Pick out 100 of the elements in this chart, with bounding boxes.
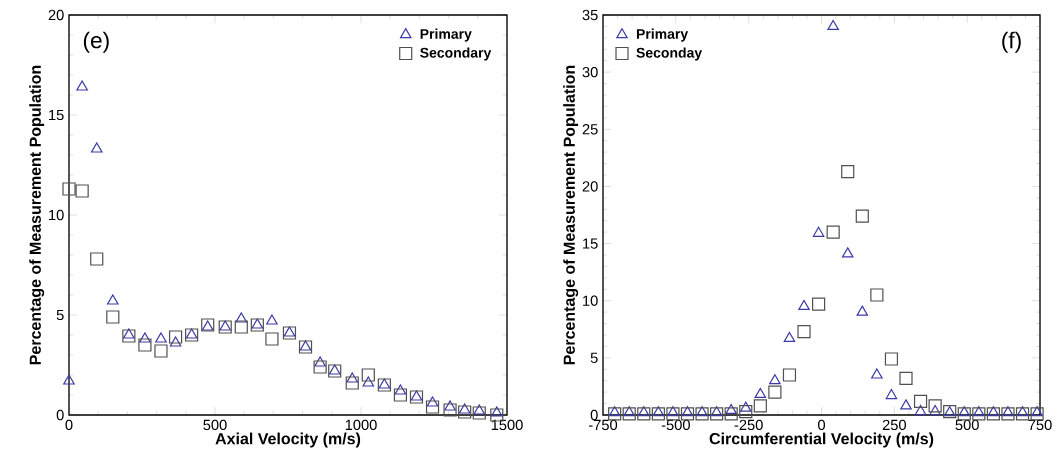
y-tick-label: 20 bbox=[582, 181, 598, 192]
x-tick-label: 500 bbox=[203, 419, 227, 431]
point bbox=[313, 360, 327, 374]
point bbox=[929, 404, 941, 416]
point bbox=[695, 407, 709, 421]
x-tick-label: 750 bbox=[1028, 419, 1052, 431]
point bbox=[841, 164, 855, 179]
point bbox=[972, 407, 986, 421]
point bbox=[314, 356, 326, 367]
legend-label: Secondary bbox=[420, 47, 492, 61]
point bbox=[739, 401, 752, 412]
legend-label: Seconday bbox=[636, 47, 703, 61]
point bbox=[986, 407, 1000, 421]
point bbox=[76, 80, 88, 91]
point bbox=[651, 407, 665, 421]
point bbox=[841, 247, 854, 258]
x-axis-title: Circumferential Velocity (m/s) bbox=[709, 432, 934, 448]
point bbox=[106, 310, 120, 324]
point bbox=[753, 399, 767, 413]
point bbox=[394, 384, 407, 395]
point bbox=[987, 406, 1000, 417]
x-tick-label: -250 bbox=[734, 419, 763, 431]
point bbox=[637, 407, 651, 421]
point bbox=[769, 374, 781, 385]
x-axis-title: Axial Velocity (m/s) bbox=[215, 432, 361, 448]
point bbox=[123, 328, 135, 339]
point bbox=[608, 406, 621, 417]
point bbox=[667, 406, 679, 417]
y-axis-title: Percentage of Measurement Population bbox=[563, 65, 579, 365]
point bbox=[871, 368, 883, 379]
point bbox=[472, 406, 486, 420]
point bbox=[696, 406, 708, 417]
point bbox=[797, 324, 811, 339]
point bbox=[652, 406, 665, 417]
point bbox=[458, 405, 472, 419]
point bbox=[928, 399, 942, 413]
point bbox=[622, 407, 636, 421]
x-tick-label: -500 bbox=[661, 419, 690, 431]
point bbox=[90, 252, 104, 266]
point bbox=[168, 330, 183, 344]
y-axis-title: Percentage of Measurement Population bbox=[29, 65, 45, 365]
point bbox=[75, 184, 89, 198]
point bbox=[443, 403, 457, 417]
point bbox=[739, 404, 753, 419]
point bbox=[346, 372, 359, 383]
x-tick-label: 0 bbox=[65, 419, 73, 431]
legend-label: Primary bbox=[420, 28, 472, 42]
point bbox=[798, 299, 810, 311]
point bbox=[725, 403, 737, 415]
point bbox=[1031, 406, 1043, 417]
point bbox=[362, 376, 375, 387]
point bbox=[812, 297, 826, 311]
y-tick-label: 10 bbox=[49, 209, 64, 221]
point bbox=[266, 314, 278, 325]
y-tick-label: 10 bbox=[583, 295, 598, 306]
point bbox=[107, 294, 119, 305]
point bbox=[1016, 406, 1029, 417]
point bbox=[856, 305, 869, 316]
point bbox=[782, 368, 797, 382]
point bbox=[234, 320, 248, 334]
point bbox=[914, 404, 927, 416]
point bbox=[458, 403, 471, 414]
point bbox=[899, 371, 913, 386]
point bbox=[138, 338, 152, 352]
point bbox=[425, 400, 440, 414]
point bbox=[680, 407, 695, 421]
y-tick-label: 30 bbox=[582, 66, 598, 78]
point bbox=[812, 226, 825, 237]
annotation: (f) bbox=[1002, 31, 1021, 53]
y-tick-label: 20 bbox=[48, 9, 64, 21]
point bbox=[724, 407, 738, 421]
y-tick-label: 0 bbox=[56, 409, 64, 421]
y-tick-label: 35 bbox=[582, 9, 598, 21]
point bbox=[623, 406, 636, 417]
point bbox=[768, 385, 782, 399]
y-tick-label: 5 bbox=[56, 309, 64, 321]
legend-label: Primary bbox=[636, 28, 689, 42]
point bbox=[169, 336, 182, 347]
point bbox=[154, 344, 168, 358]
point bbox=[1015, 407, 1030, 421]
point bbox=[826, 225, 840, 239]
point bbox=[958, 406, 971, 417]
point bbox=[426, 396, 439, 407]
point bbox=[884, 352, 899, 366]
point bbox=[155, 332, 167, 343]
x-tick-label: 1000 bbox=[345, 419, 377, 431]
point bbox=[444, 400, 456, 411]
point bbox=[90, 142, 103, 153]
point bbox=[235, 312, 248, 323]
x-tick-label: 0 bbox=[818, 419, 825, 431]
y-tick-label: 25 bbox=[582, 124, 598, 135]
point bbox=[62, 182, 76, 196]
point bbox=[473, 404, 486, 415]
point bbox=[1002, 406, 1014, 417]
point bbox=[870, 288, 884, 302]
point bbox=[638, 406, 650, 417]
y-tick-label: 15 bbox=[583, 238, 598, 249]
point bbox=[885, 388, 898, 400]
x-tick-label: 500 bbox=[955, 419, 979, 431]
point bbox=[122, 329, 136, 343]
